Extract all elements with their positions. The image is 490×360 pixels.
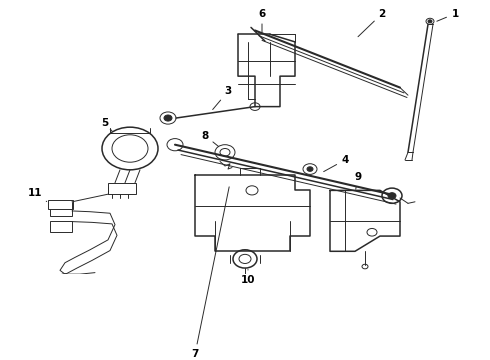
Text: 10: 10 [241, 270, 255, 285]
Circle shape [428, 20, 432, 23]
Circle shape [164, 115, 172, 121]
Bar [50, 206, 72, 216]
Text: 6: 6 [258, 9, 266, 32]
Text: 9: 9 [354, 172, 362, 189]
Text: 2: 2 [358, 9, 386, 37]
Text: 11: 11 [28, 188, 47, 202]
Text: 4: 4 [324, 155, 349, 172]
Text: 5: 5 [101, 118, 112, 131]
Bar [108, 183, 136, 194]
Bar [48, 199, 73, 209]
Circle shape [388, 193, 396, 199]
Text: 7: 7 [191, 187, 229, 359]
Text: 1: 1 [437, 9, 459, 21]
Text: 3: 3 [213, 86, 232, 109]
Circle shape [307, 167, 313, 171]
Bar [50, 221, 72, 231]
Text: 8: 8 [201, 131, 219, 147]
